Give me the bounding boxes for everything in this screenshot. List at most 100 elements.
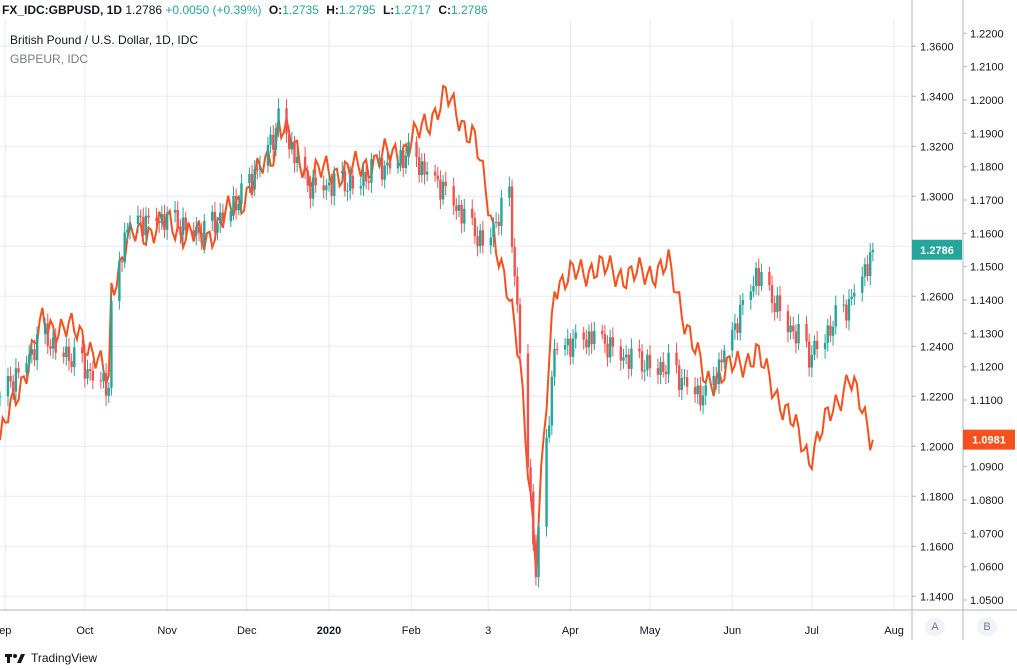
candle-body: [733, 323, 737, 330]
series-title[interactable]: British Pound / U.S. Dollar, 1D, IDC: [10, 33, 199, 47]
high-value: 1.2795: [338, 3, 376, 17]
candle: [285, 99, 288, 143]
candle: [380, 148, 384, 186]
axis-a-button[interactable]: A: [925, 618, 945, 636]
candle-body: [364, 171, 368, 182]
candle-body: [656, 368, 660, 375]
candle: [73, 337, 76, 377]
candle: [327, 173, 331, 192]
candle: [712, 366, 715, 395]
candle: [699, 376, 702, 412]
candle-body: [197, 226, 201, 233]
candle-body: [693, 386, 697, 395]
candle: [123, 222, 126, 268]
candle: [550, 370, 554, 435]
candle-body: [518, 304, 522, 354]
candle-body: [266, 144, 270, 166]
candle: [287, 127, 291, 159]
candle-body: [417, 157, 421, 176]
time-axis-tick-label: 3: [485, 625, 491, 637]
right-axis-tick-label: 1.0500: [970, 595, 1004, 607]
candle: [269, 126, 272, 153]
candle: [6, 367, 10, 407]
candle-body: [258, 165, 262, 170]
candle: [232, 186, 235, 221]
candle-body: [27, 354, 31, 364]
candle-body: [433, 171, 437, 176]
candle: [526, 343, 530, 475]
candle: [99, 371, 103, 389]
last-price: 1.2786: [125, 3, 163, 17]
footer-brand[interactable]: TradingView: [4, 651, 97, 665]
candle-body: [569, 338, 572, 357]
candle-body: [566, 338, 569, 346]
candle-body: [6, 376, 10, 397]
candle: [749, 284, 753, 310]
candle-body: [221, 212, 225, 222]
candle-body: [574, 332, 577, 339]
time-axis-tick-label: Jul: [805, 625, 819, 637]
candle-body: [853, 292, 856, 297]
candle-body: [144, 215, 148, 236]
candle: [834, 295, 837, 335]
candle-body: [386, 162, 389, 166]
candle-body: [303, 156, 307, 171]
candle-body: [179, 226, 182, 235]
candle-body: [622, 357, 625, 361]
candle-body: [794, 331, 798, 344]
right-axis-tick-label: 1.1100: [970, 395, 1003, 407]
candle: [842, 294, 845, 313]
candle: [176, 201, 179, 233]
left-axis-tick-label: 1.3200: [920, 141, 954, 153]
candle-body: [54, 337, 57, 353]
candle: [866, 255, 869, 282]
candle-body: [500, 197, 503, 227]
candle: [70, 353, 73, 373]
gbpeur-line: [0, 84, 874, 572]
candle: [768, 266, 771, 291]
candle-body: [861, 276, 864, 293]
candle: [789, 316, 792, 340]
candle: [563, 338, 567, 356]
candle: [89, 363, 92, 381]
candle-body: [277, 108, 280, 129]
candle: [229, 206, 233, 227]
candle-body: [83, 353, 87, 379]
candle-body: [123, 232, 126, 263]
candle: [43, 317, 47, 345]
candle-body: [593, 330, 596, 345]
candle: [786, 304, 790, 343]
candle: [508, 176, 511, 207]
candle-body: [842, 304, 845, 306]
candle-body: [452, 186, 455, 206]
candle-body: [871, 249, 875, 253]
candle-body: [739, 304, 742, 333]
price-axes: 1.36001.34001.32001.30001.28001.26001.24…: [0, 0, 1017, 640]
candle-body: [370, 159, 373, 183]
candle-body: [476, 236, 479, 247]
candle-body: [81, 347, 84, 354]
candle-body: [253, 168, 256, 190]
right-axis-tick-label: 1.1500: [970, 262, 1004, 274]
right-axis-tick-label: 1.1700: [970, 195, 1004, 207]
candle-body: [160, 214, 164, 223]
open-label: O:: [268, 3, 283, 17]
candle-body: [120, 261, 124, 263]
candle: [537, 521, 540, 588]
candle: [147, 208, 150, 225]
candle-body: [256, 168, 259, 170]
candle: [67, 338, 71, 371]
compare-title[interactable]: GBPEUR, IDC: [10, 52, 89, 66]
candle: [35, 326, 39, 370]
candle: [675, 342, 678, 374]
left-axis-tick-label: 1.3400: [920, 91, 954, 103]
candle: [656, 358, 660, 385]
candle-body: [17, 368, 20, 373]
axis-b-button[interactable]: B: [977, 618, 997, 636]
candle-body: [165, 212, 169, 230]
candle-body: [219, 212, 222, 224]
symbol-name[interactable]: FX_IDC:GBPUSD, 1D: [2, 3, 123, 17]
candle-body: [701, 395, 705, 406]
candle: [640, 344, 644, 380]
